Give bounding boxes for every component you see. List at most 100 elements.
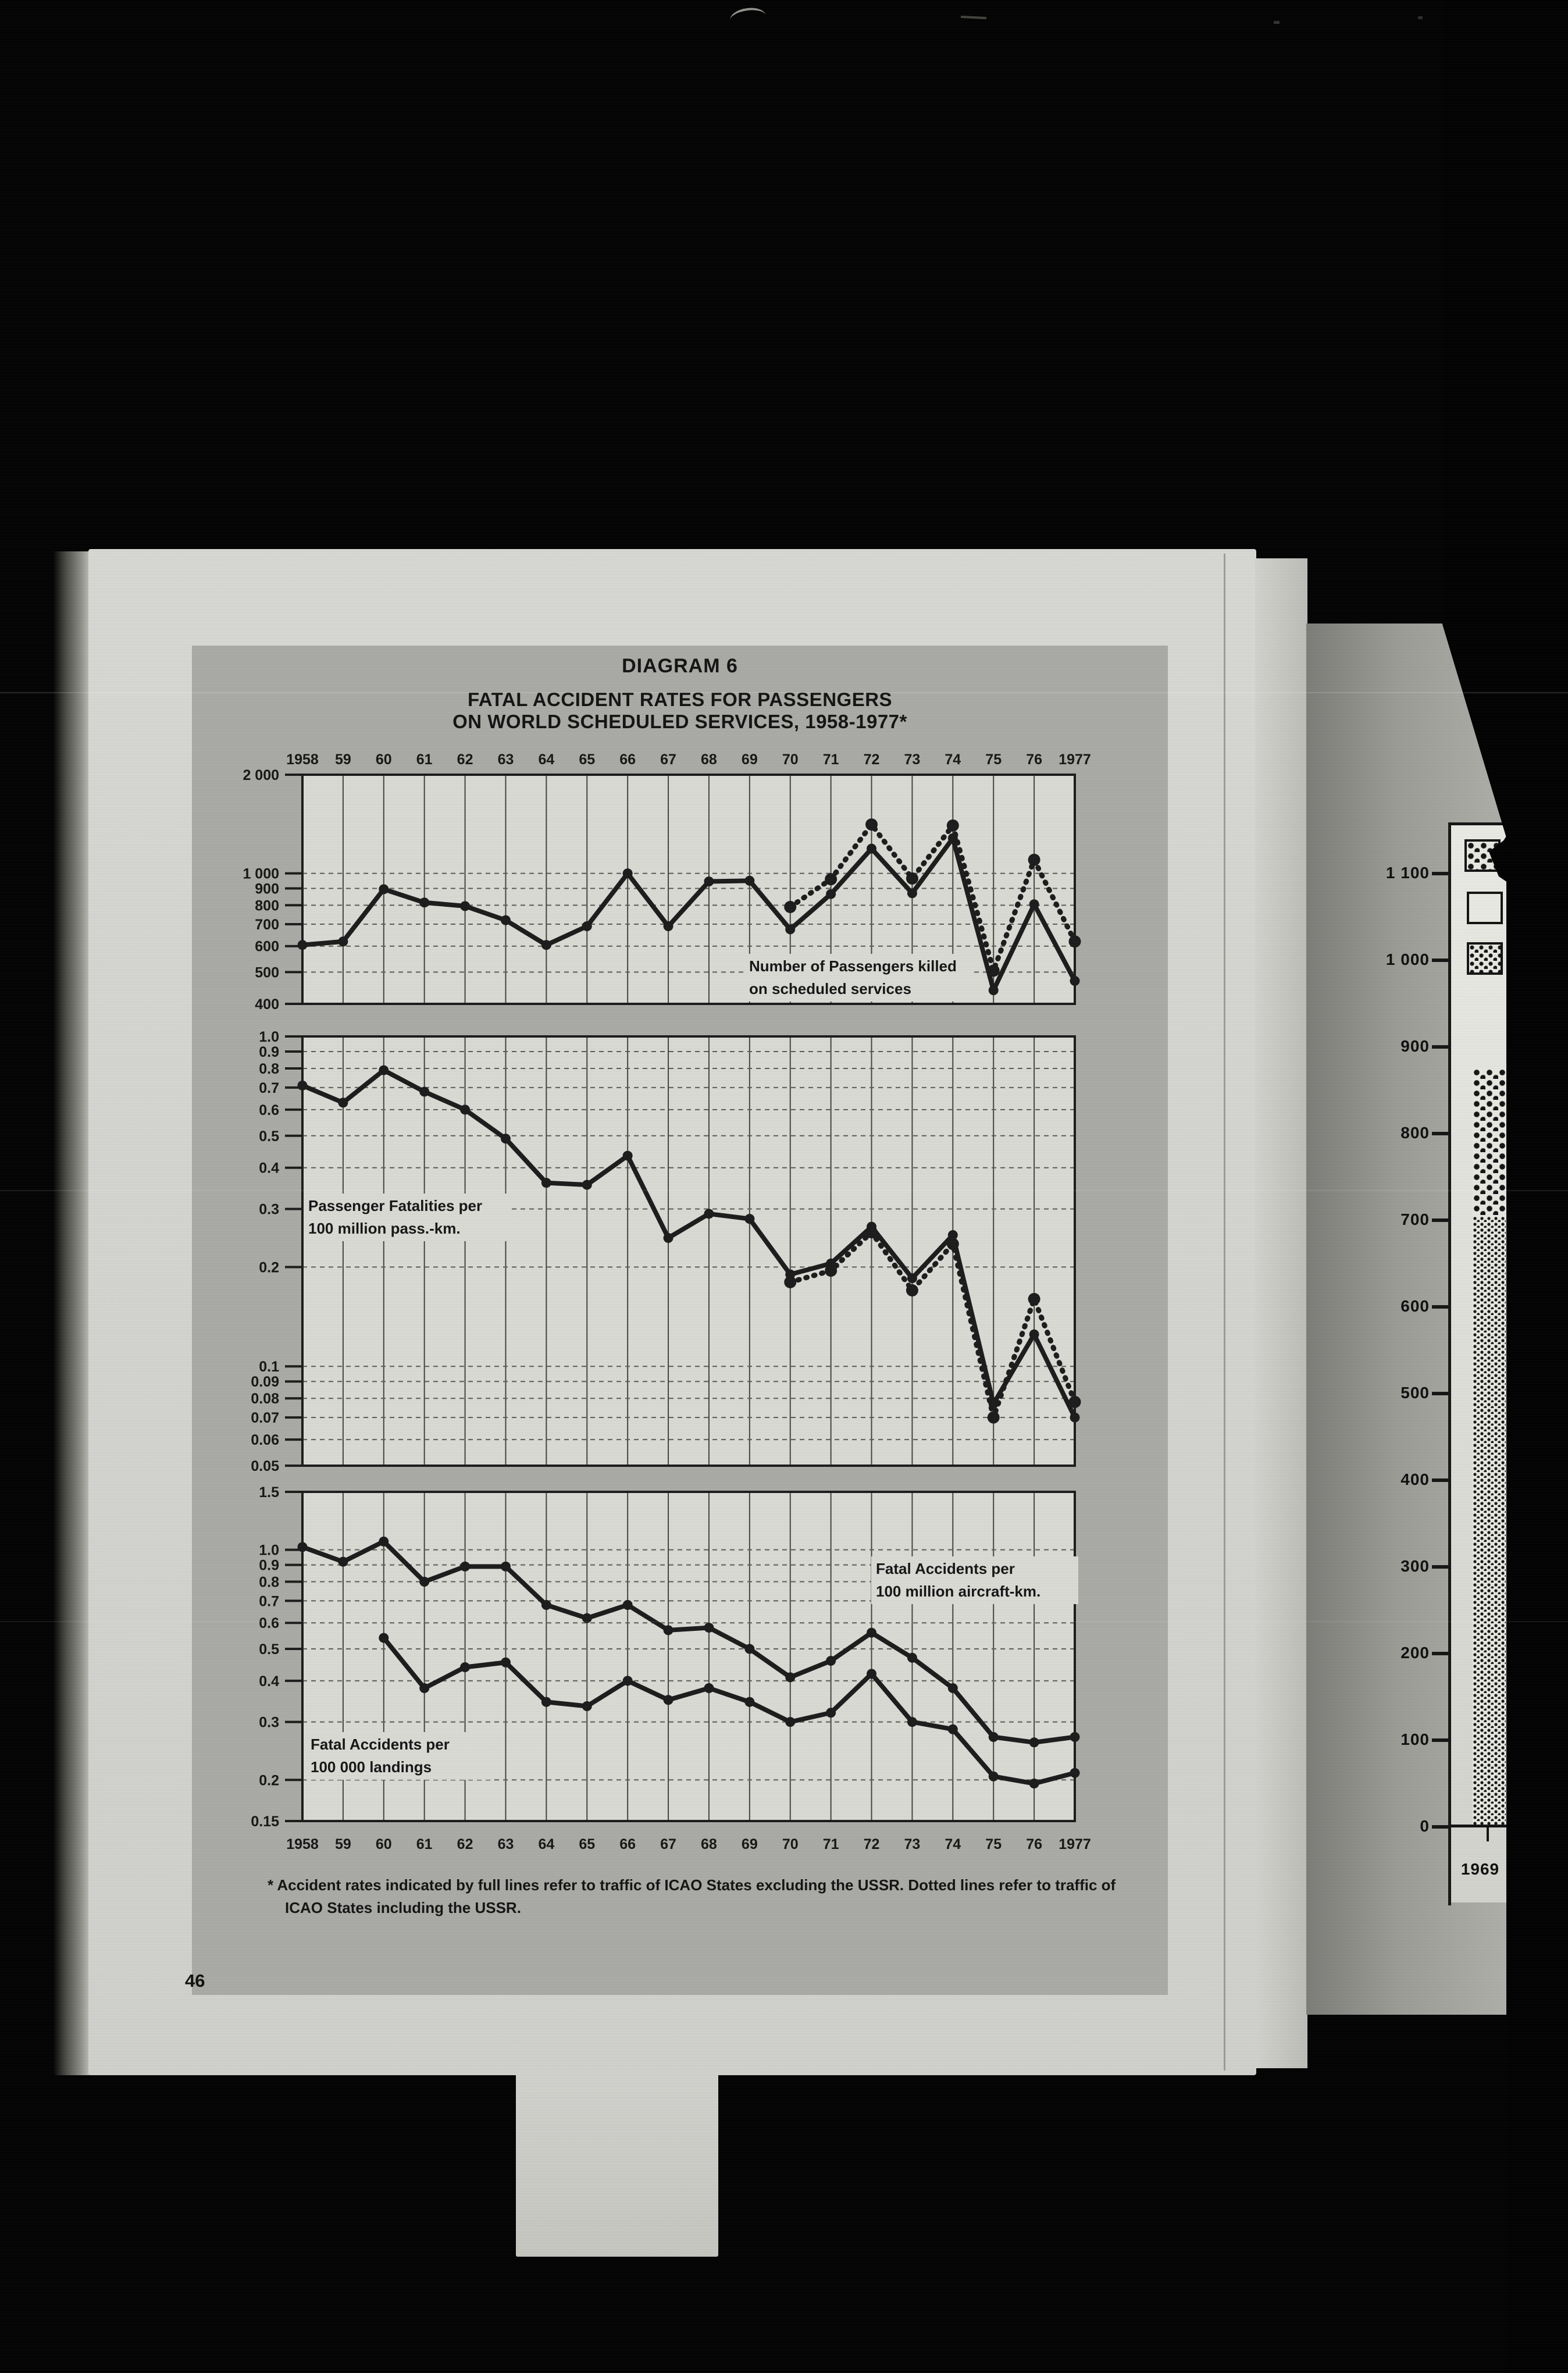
x-tick-label: 62 (457, 751, 473, 768)
y-tick-label: 0.8 (259, 1574, 279, 1591)
y-tick-label: 0.9 (259, 1558, 279, 1574)
x-tick-label: 1977 (1059, 751, 1091, 768)
x-tick-label: 70 (782, 1836, 799, 1852)
y-tick-label: 0.5 (259, 1641, 279, 1658)
facing-y-tick-mark (1432, 1738, 1448, 1742)
x-tick-label: 1958 (286, 751, 319, 768)
x-tick-label: 67 (660, 751, 676, 768)
x-tick-label: 66 (619, 751, 636, 768)
x-tick-label: 71 (823, 1836, 839, 1852)
facing-legend-swatch-plain (1467, 892, 1503, 924)
chart3-lower-annotation-line2: 100 000 landings (311, 1758, 432, 1776)
y-tick-label: 0.08 (251, 1391, 279, 1407)
x-tick-label: 61 (416, 751, 433, 768)
y-tick-label: 500 (255, 964, 279, 981)
y-tick-label: 700 (255, 917, 279, 933)
facing-y-tick-label: 600 (1400, 1297, 1430, 1315)
page-number: 46 (185, 1971, 205, 1991)
y-tick-label: 400 (255, 996, 279, 1013)
series-dotted (787, 822, 1078, 974)
y-tick-label: 0.05 (251, 1458, 279, 1474)
series-solid (382, 1636, 1076, 1786)
y-tick-label: 1.0 (259, 1029, 279, 1045)
x-tick-label: 64 (538, 1836, 554, 1852)
y-tick-label: 0.8 (259, 1061, 279, 1077)
y-tick-label: 0.7 (259, 1080, 279, 1096)
y-tick-label: 0.07 (251, 1410, 279, 1426)
bar-segment-coarse-dots (1473, 1068, 1506, 1216)
chart1-annotation-line2: on scheduled services (749, 980, 911, 997)
facing-chart-x-tick (1487, 1827, 1489, 1841)
facing-y-tick-mark (1432, 1825, 1448, 1829)
x-tick-label: 63 (498, 1836, 514, 1852)
facing-y-tick-label: 300 (1400, 1557, 1430, 1575)
diagram-panel: DIAGRAM 6 FATAL ACCIDENT RATES FOR PASSE… (192, 646, 1168, 1995)
x-tick-label: 68 (701, 1836, 717, 1852)
facing-legend-swatch-medium-dots (1467, 942, 1503, 975)
facing-chart-baseline (1451, 1825, 1506, 1827)
handwritten-squiggle-mark (728, 5, 768, 31)
book-spine-edge (54, 551, 90, 2075)
x-tick-label: 74 (945, 1836, 961, 1852)
y-tick-label: 800 (255, 897, 279, 914)
chart-passenger-fatality-rate: 1.0 0.9 0.8 0.7 0.6 0.5 0.4 0.3 0.2 0.1 0.09 0.08 0.… (251, 1029, 1081, 1474)
x-tick-label: 60 (376, 1836, 392, 1852)
y-tick-label: 1.0 (259, 1542, 279, 1559)
x-tick-label: 69 (742, 751, 758, 768)
y-tick-label: 0.4 (259, 1673, 279, 1690)
y-tick-label: 900 (255, 881, 279, 897)
page-margin-line (1224, 554, 1225, 2071)
facing-chart-x-label: 1969 (1460, 1860, 1500, 1878)
chart1-annotation: Number of Passengers killed on scheduled… (744, 954, 972, 1002)
y-tick-label: 0.7 (259, 1593, 279, 1609)
bar-segment-fine-dots (1473, 1216, 1506, 1827)
x-tick-label: 67 (660, 1836, 676, 1852)
chart1-annotation-line1: Number of Passengers killed (749, 957, 957, 975)
facing-y-tick-mark (1432, 1045, 1448, 1049)
diagram-title-line1: FATAL ACCIDENT RATES FOR PASSENGERS (467, 689, 893, 710)
x-tick-label: 1958 (286, 1836, 319, 1852)
y-tick-label: 0.1 (259, 1359, 279, 1375)
x-tick-label: 64 (538, 751, 554, 768)
chart2-annotation: Passenger Fatalities per 100 million pas… (304, 1193, 508, 1241)
x-tick-label: 1977 (1059, 1836, 1091, 1852)
chart3-annotation-aircraft-km: Fatal Accidents per 100 million aircraft… (871, 1556, 1078, 1604)
diagram-number-title: DIAGRAM 6 (622, 655, 738, 677)
x-tick-label: 65 (579, 751, 595, 768)
x-tick-label: 71 (823, 751, 839, 768)
facing-chart-top-border (1448, 822, 1506, 825)
x-tick-label: 73 (904, 751, 921, 768)
y-tick-label: 600 (255, 939, 279, 955)
facing-y-tick-mark (1432, 1218, 1448, 1222)
x-tick-label: 69 (742, 1836, 758, 1852)
facing-y-tick-mark (1432, 959, 1448, 962)
y-tick-label: 0.15 (251, 1813, 279, 1830)
x-tick-label: 70 (782, 751, 799, 768)
x-tick-label: 61 (416, 1836, 433, 1852)
facing-y-tick-label: 1 100 (1385, 864, 1430, 882)
x-tick-label: 76 (1026, 751, 1042, 768)
photo-artifact-dash (960, 15, 987, 20)
x-tick-label: 74 (945, 751, 961, 768)
chart3-upper-annotation-line1: Fatal Accidents per (876, 1560, 1015, 1577)
diagram-title-line2: ON WORLD SCHEDULED SERVICES, 1958-1977* (452, 711, 907, 732)
series-solid (301, 1068, 1077, 1419)
y-tick-label: 0.06 (251, 1432, 279, 1448)
x-tick-label: 75 (985, 751, 1002, 768)
facing-y-tick-mark (1432, 1392, 1448, 1395)
facing-y-tick-label: 1 000 (1385, 950, 1430, 968)
x-tick-label: 73 (904, 1836, 921, 1852)
footnote: * Accident rates indicated by full lines… (268, 1876, 1116, 1916)
y-tick-label: 0.2 (259, 1772, 279, 1788)
chart-fatal-accident-rates: 1.5 1.0 0.9 0.8 0.7 0.6 0.5 0.4 0.3 0.2 0.15 1958 59… (251, 1484, 1091, 1852)
x-tick-label: 72 (864, 1836, 880, 1852)
x-tick-label: 75 (985, 1836, 1002, 1852)
facing-y-tick-label: 100 (1400, 1730, 1430, 1748)
y-tick-label: 2 000 (243, 767, 279, 783)
photo-artifact-speck (1418, 16, 1423, 19)
y-tick-label: 1 000 (243, 866, 279, 882)
chart2-annotation-line2: 100 million pass.-km. (308, 1220, 461, 1237)
facing-y-tick-label: 0 (1420, 1817, 1430, 1835)
x-tick-label: 76 (1026, 1836, 1042, 1852)
y-tick-label: 0.3 (259, 1715, 279, 1731)
